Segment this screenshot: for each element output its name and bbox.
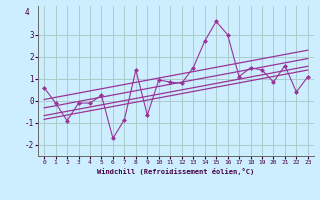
- Text: 4: 4: [25, 8, 29, 17]
- X-axis label: Windchill (Refroidissement éolien,°C): Windchill (Refroidissement éolien,°C): [97, 168, 255, 175]
